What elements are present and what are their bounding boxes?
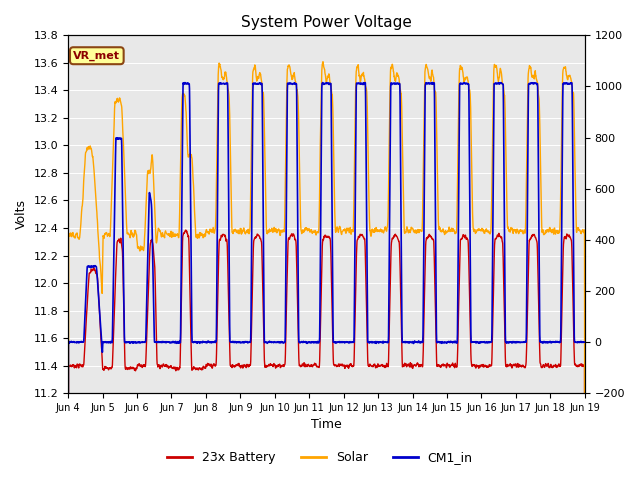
CM1_in — [353, 84, 360, 90]
CM1_in — [477, 340, 484, 346]
Solar — [550, 231, 557, 237]
CM1_in — [536, 281, 543, 287]
CM1_in — [550, 339, 557, 345]
23x Battery — [353, 251, 360, 257]
Solar — [341, 228, 349, 234]
Solar — [536, 102, 543, 108]
Legend: 23x Battery, Solar, CM1_in: 23x Battery, Solar, CM1_in — [163, 446, 477, 469]
Title: System Power Voltage: System Power Voltage — [241, 15, 412, 30]
CM1_in — [209, 339, 216, 345]
X-axis label: Time: Time — [311, 419, 342, 432]
23x Battery — [182, 227, 189, 233]
Line: 23x Battery: 23x Battery — [68, 230, 585, 480]
Solar — [477, 227, 484, 233]
Solar — [319, 59, 327, 65]
23x Battery — [341, 365, 349, 371]
23x Battery — [550, 362, 557, 368]
CM1_in — [428, 80, 436, 85]
23x Battery — [536, 330, 543, 336]
CM1_in — [341, 340, 349, 346]
23x Battery — [209, 364, 216, 370]
23x Battery — [477, 363, 484, 369]
CM1_in — [581, 339, 589, 345]
Text: VR_met: VR_met — [74, 50, 120, 61]
Y-axis label: Volts: Volts — [15, 199, 28, 229]
Line: CM1_in: CM1_in — [68, 83, 585, 480]
Line: Solar: Solar — [68, 62, 585, 480]
Solar — [353, 68, 360, 73]
Solar — [209, 229, 216, 235]
